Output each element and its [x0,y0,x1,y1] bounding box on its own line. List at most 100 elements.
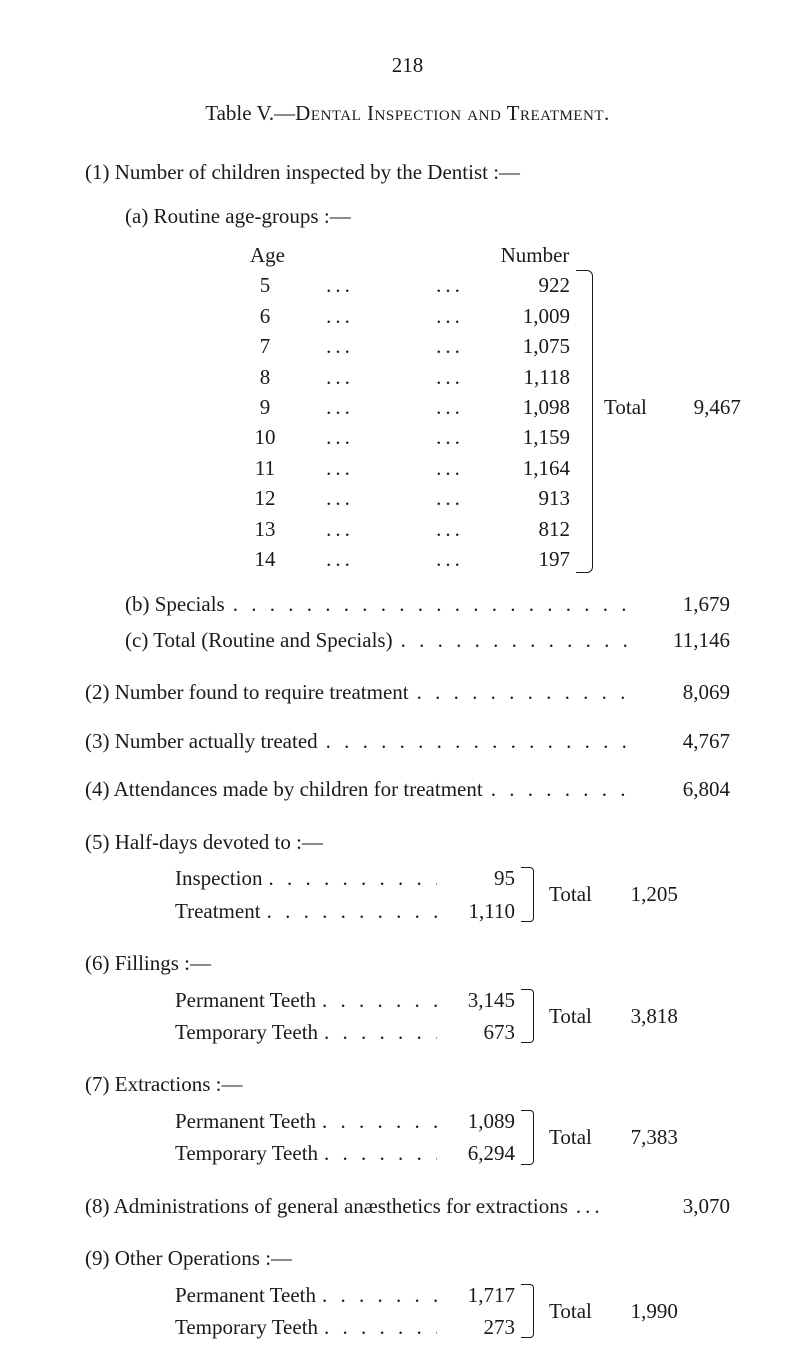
total-label: Total [549,1122,592,1152]
label: (3) Number actually treated [85,726,318,756]
age-cell: 6 [250,301,280,331]
dots: ... [400,483,500,513]
num-cell: 1,118 [500,362,570,392]
pair-row: Temporary Teeth . . . . . . . . . . . . … [85,1138,515,1168]
dots: ... [400,270,500,300]
item-6-block: Permanent Teeth . . . . . . . . . . . . … [85,985,730,1048]
dots: ... [280,331,400,361]
item-6-heading: (6) Fillings :— [85,948,730,978]
label: Temporary Teeth [175,1017,318,1047]
label: (4) Attendances made by children for tre… [85,774,483,804]
age-row: 6......1,009 [250,301,570,331]
dots: ... [280,301,400,331]
age-total: Total 9,467 [598,240,741,575]
age-row: 10......1,159 [250,422,570,452]
dots: ... [280,392,400,422]
age-row: 11......1,164 [250,453,570,483]
pair-total: Total 1,990 [543,1280,678,1343]
dots: . . . . . . . . . . . . . . . . . . . . … [318,1312,437,1342]
dots: ... [280,453,400,483]
item-9-heading: (9) Other Operations :— [85,1243,730,1273]
num-cell: 1,009 [500,301,570,331]
dots: ... [280,483,400,513]
value: 1,679 [640,589,730,619]
total-value: 3,818 [606,1001,678,1031]
label: Permanent Teeth [175,1280,316,1310]
item-5-heading: (5) Half-days devoted to :— [85,827,730,857]
label: Temporary Teeth [175,1138,318,1168]
brace [515,985,543,1048]
title-caps: Dental Inspection and Treatment. [295,101,610,125]
num-cell: 197 [500,544,570,574]
num-cell: 1,159 [500,422,570,452]
pair-row: Treatment . . . . . . . . . . . . . . . … [85,896,515,926]
dots: ... [280,422,400,452]
total-value: 7,383 [606,1122,678,1152]
age-cell: 7 [250,331,280,361]
item-5-block: Inspection . . . . . . . . . . . . . . .… [85,863,730,926]
brace [515,1106,543,1169]
number-header: Number [500,240,570,270]
label: (c) Total (Routine and Specials) [125,625,393,655]
dots: ... [400,362,500,392]
num-cell: 1,164 [500,453,570,483]
age-cell: 14 [250,544,280,574]
total-value: 9,467 [661,392,741,422]
age-cell: 8 [250,362,280,392]
dots: . . . . . . . . . . . . . . . . . . . . … [316,1280,437,1310]
page: 218 Table V.—Dental Inspection and Treat… [0,0,800,1360]
page-number: 218 [85,50,730,80]
total-value: 1,205 [606,879,678,909]
value: 11,146 [640,625,730,655]
age-row: 9......1,098 [250,392,570,422]
value: 273 [437,1312,515,1342]
age-cell: 13 [250,514,280,544]
dots: . . . . . . . . . . . . . . . . . . . . … [409,677,640,707]
num-cell: 913 [500,483,570,513]
dots: . . . . . . . . . . . . . . . . . . . . … [316,985,437,1015]
dots: . . . . . . . . . . . . . . . . . . . . … [225,589,640,619]
table-title: Table V.—Dental Inspection and Treatment… [85,98,730,128]
age-cell: 5 [250,270,280,300]
item-4: (4) Attendances made by children for tre… [85,774,730,804]
label: Inspection [175,863,262,893]
dots: ... [400,514,500,544]
dots: ... [280,270,400,300]
dots: ... [280,362,400,392]
item-1-heading: (1) Number of children inspected by the … [85,157,730,187]
item-9-block: Permanent Teeth . . . . . . . . . . . . … [85,1280,730,1343]
num-cell: 1,075 [500,331,570,361]
dots: ... [568,1191,640,1221]
num-cell: 812 [500,514,570,544]
dots: ... [280,544,400,574]
pair-row: Permanent Teeth . . . . . . . . . . . . … [85,985,515,1015]
dots: . . . . . . . . . . . . . . . . . . . . … [393,625,640,655]
total-label: Total [549,1001,592,1031]
item-7-heading: (7) Extractions :— [85,1069,730,1099]
item-1a-heading: (a) Routine age-groups :— [85,201,730,231]
total-label: Total [604,392,647,422]
dots: . . . . . . . . . . . . . . . . . . . . … [318,1138,437,1168]
age-cell: 10 [250,422,280,452]
pair-row: Inspection . . . . . . . . . . . . . . .… [85,863,515,893]
age-table: Age Number 5......922 6......1,009 7....… [85,240,570,575]
pair-row: Temporary Teeth . . . . . . . . . . . . … [85,1017,515,1047]
label: Temporary Teeth [175,1312,318,1342]
item-2: (2) Number found to require treatment . … [85,677,730,707]
age-header: Age [250,240,280,270]
value: 8,069 [640,677,730,707]
age-row: 14......197 [250,544,570,574]
value: 3,145 [437,985,515,1015]
value: 673 [437,1017,515,1047]
brace [515,863,543,926]
total-value: 1,990 [606,1296,678,1326]
dots: ... [400,301,500,331]
dots: ... [280,514,400,544]
age-group-block: Age Number 5......922 6......1,009 7....… [85,240,730,575]
dots: ... [400,544,500,574]
dots: ... [400,453,500,483]
title-prefix: Table V.— [205,101,295,125]
item-1b: (b) Specials . . . . . . . . . . . . . .… [85,589,730,619]
age-cell: 12 [250,483,280,513]
pair-total: Total 3,818 [543,985,678,1048]
